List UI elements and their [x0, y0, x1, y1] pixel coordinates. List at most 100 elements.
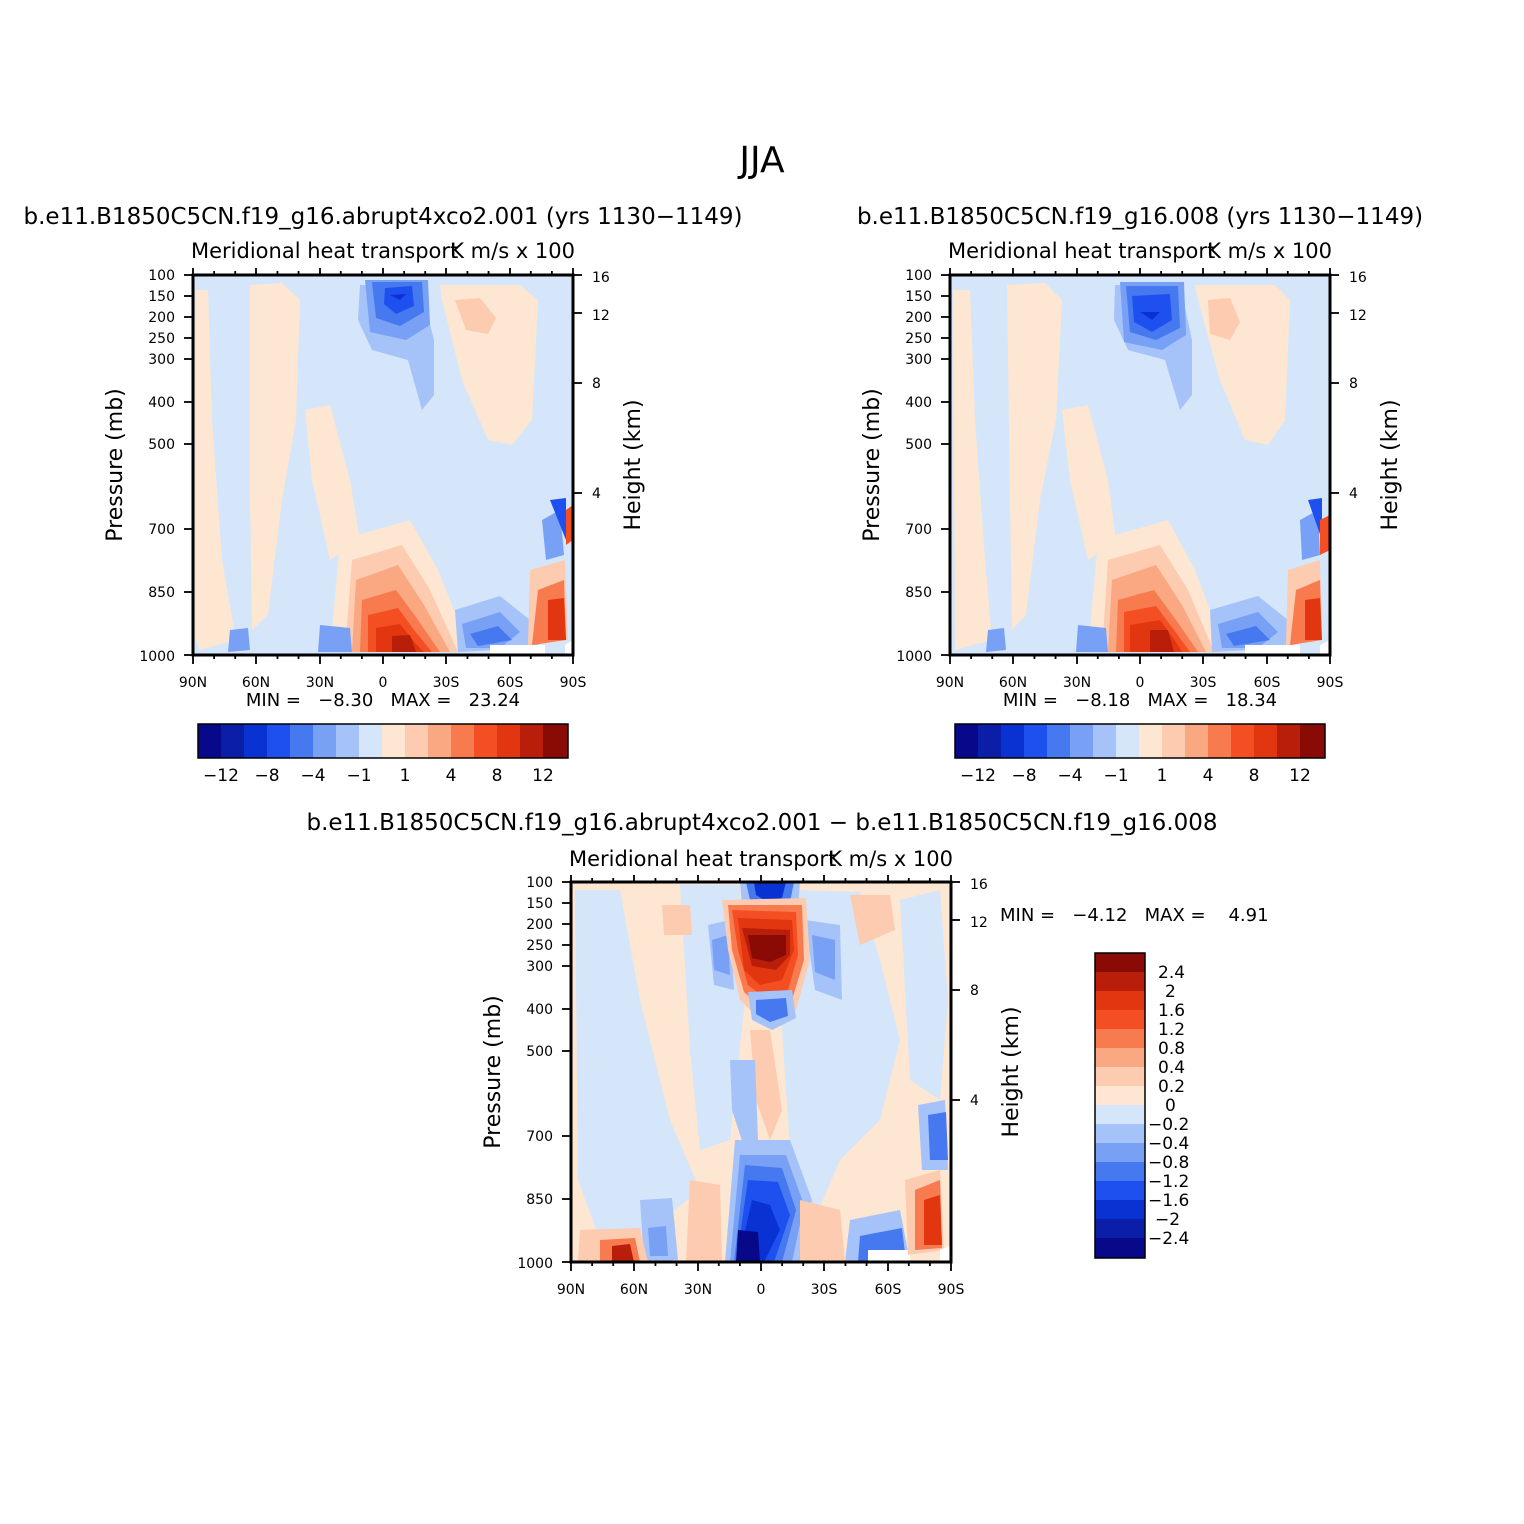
panel-3-y-right-tick: 8: [970, 983, 979, 999]
panel-2-y-right-tick: 16: [1349, 270, 1367, 286]
panel-3-colorbar: 2.4 2 1.6 1.2 0.8 0.4 0.2 0 −0.2 −0.4 −0…: [1094, 952, 1189, 1259]
panel-2-colorbar-label: 1: [1157, 766, 1168, 786]
panel-3-colorbar-label: 2.4: [1158, 963, 1185, 983]
panel-3-axes: 90N 60N 30N 0 30S 60S 90S 100 150 200 25…: [481, 875, 1024, 1298]
panel-3-y-right-tick: 12: [970, 915, 988, 931]
axis-tick-marks: [184, 268, 1339, 1271]
panel-2-y-tick: 100: [905, 268, 932, 284]
panel-1-x-tick: 30S: [433, 675, 460, 691]
panel-1-y-tick: 200: [148, 310, 175, 326]
panel-3-colorbar-label: 1.6: [1158, 1001, 1185, 1021]
panel-1-y-tick: 300: [148, 352, 175, 368]
panel-3-colorbar-label: −1.6: [1148, 1191, 1189, 1211]
panel-2-colorbar-label: 12: [1289, 766, 1311, 786]
panel-3-colorbar-label: −0.4: [1148, 1134, 1189, 1154]
panel-1-x-tick: 60N: [242, 675, 270, 691]
panel-2-colorbar-label: −4: [1057, 766, 1082, 786]
panel-1-left-subtitle: Meridional heat transport: [191, 239, 458, 263]
panel-3-y-tick: 200: [526, 917, 553, 933]
panel-1-right-subtitle: K m/s x 100: [450, 239, 575, 263]
panel-2-stats: MIN = −8.18 MAX = 18.34: [1003, 690, 1277, 711]
panel-2-y-tick: 700: [905, 522, 932, 538]
panel-3-y-tick: 250: [526, 938, 553, 954]
panel-3-colorbar-label: 0.8: [1158, 1039, 1185, 1059]
panel-2-y-right-tick: 8: [1349, 376, 1358, 392]
panel-3-colorbar-label: 1.2: [1158, 1020, 1185, 1040]
panel-1-y-tick: 100: [148, 268, 175, 284]
panel-2-ylabel-right: Height (km): [1378, 399, 1403, 530]
panel-1-x-tick: 60S: [497, 675, 524, 691]
panel-1-colorbar-label: 8: [492, 766, 503, 786]
panel-1-x-tick: 0: [379, 675, 388, 691]
panel-2-y-tick: 1000: [896, 649, 932, 665]
panel-1-x-tick: 30N: [306, 675, 334, 691]
panel-3-colorbar-label: −2: [1155, 1210, 1180, 1230]
panel-1-colorbar: −12 −8 −4 −1 1 4 8 12: [197, 723, 569, 786]
panel-3-x-tick: 90S: [938, 1282, 965, 1298]
panel-2-right-subtitle: K m/s x 100: [1207, 239, 1332, 263]
panel-1-colorbar-label: −4: [300, 766, 325, 786]
panel-1-y-tick: 1000: [139, 649, 175, 665]
panel-2-y-tick: 500: [905, 437, 932, 453]
panel-1-stats: MIN = −8.30 MAX = 23.24: [246, 690, 520, 711]
panel-3-y-tick: 1000: [517, 1256, 553, 1272]
panel-1-colorbar-label: −12: [203, 766, 239, 786]
panel-3-y-tick: 300: [526, 959, 553, 975]
panel-3-x-tick: 60S: [875, 1282, 902, 1298]
panel-2-colorbar-label: 8: [1249, 766, 1260, 786]
panel-3-colorbar-label: 0: [1165, 1096, 1176, 1116]
panel-3-y-tick: 850: [526, 1192, 553, 1208]
panel-1-colorbar-label: 1: [400, 766, 411, 786]
panel-1-y-right-tick: 12: [592, 308, 610, 324]
panel-2-x-tick: 30S: [1190, 675, 1217, 691]
panel-2-y-right-tick: 12: [1349, 308, 1367, 324]
panel-1: b.e11.B1850C5CN.f19_g16.abrupt4xco2.001 …: [24, 204, 743, 786]
panel-2-x-tick: 60N: [999, 675, 1027, 691]
panel-1-colorbar-label: 12: [532, 766, 554, 786]
panel-1-axes: 90N 60N 30N 0 30S 60S 90S 100 150 200 25…: [103, 268, 646, 711]
panel-1-y-tick: 400: [148, 395, 175, 411]
panel-2-y-tick: 150: [905, 289, 932, 305]
panel-1-x-tick: 90S: [560, 675, 587, 691]
panel-1-y-right-tick: 8: [592, 376, 601, 392]
panel-3-colorbar-label: 2: [1165, 982, 1176, 1002]
panel-3-left-subtitle: Meridional heat transport: [569, 847, 836, 871]
panel-2-colorbar-label: −8: [1011, 766, 1036, 786]
panel-2-y-tick: 250: [905, 331, 932, 347]
panel-1-y-tick: 500: [148, 437, 175, 453]
panel-2: b.e11.B1850C5CN.f19_g16.008 (yrs 1130−11…: [857, 204, 1423, 786]
panel-1-colorbar-label: 4: [446, 766, 457, 786]
panel-3-y-right-tick: 16: [970, 877, 988, 893]
panel-1-x-tick: 90N: [179, 675, 207, 691]
panel-3-y-tick: 150: [526, 896, 553, 912]
panel-2-axes: 90N 60N 30N 0 30S 60S 90S 100 150 200 25…: [860, 268, 1403, 711]
panel-3-y-tick: 400: [526, 1002, 553, 1018]
panel-2-x-tick: 30N: [1063, 675, 1091, 691]
panel-3-y-tick: 700: [526, 1129, 553, 1145]
panel-2-colorbar-label: −12: [960, 766, 996, 786]
panel-2-x-tick: 0: [1136, 675, 1145, 691]
panel-1-y-tick: 850: [148, 585, 175, 601]
panel-3-right-subtitle: K m/s x 100: [828, 847, 953, 871]
panel-1-colorbar-label: −8: [254, 766, 279, 786]
panel-1-ylabel: Pressure (mb): [103, 388, 128, 542]
panel-3-ylabel: Pressure (mb): [481, 995, 506, 1149]
panel-3-stats: MIN = −4.12 MAX = 4.91: [1000, 905, 1269, 926]
panel-3-y-right-tick: 4: [970, 1093, 979, 1109]
panel-2-x-tick: 90N: [936, 675, 964, 691]
panel-2-colorbar: −12 −8 −4 −1 1 4 8 12: [954, 723, 1326, 786]
panel-3-x-tick: 90N: [557, 1282, 585, 1298]
panel-3-ylabel-right: Height (km): [999, 1006, 1024, 1137]
panel-2-y-right-tick: 4: [1349, 486, 1358, 502]
panel-3-colorbar-label: −0.8: [1148, 1153, 1189, 1173]
panel-3-x-tick: 30S: [811, 1282, 838, 1298]
panel-3-x-tick: 30N: [684, 1282, 712, 1298]
panel-1-title: b.e11.B1850C5CN.f19_g16.abrupt4xco2.001 …: [24, 204, 743, 230]
panel-1-ylabel-right: Height (km): [621, 399, 646, 530]
panel-3-colorbar-label: 0.2: [1158, 1077, 1185, 1097]
panel-3-x-tick: 60N: [620, 1282, 648, 1298]
panel-2-title: b.e11.B1850C5CN.f19_g16.008 (yrs 1130−11…: [857, 204, 1423, 230]
panel-3-y-tick: 500: [526, 1044, 553, 1060]
panel-3-plot: [569, 880, 953, 1264]
